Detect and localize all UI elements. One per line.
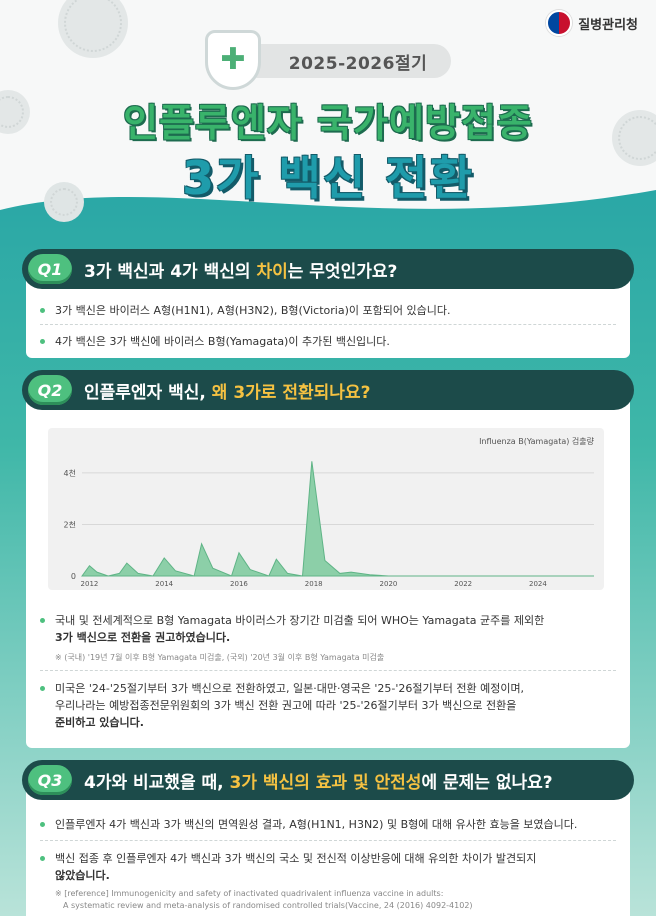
virus-decoration-icon (612, 110, 656, 166)
season-label: ✚ 2025-2026절기 (205, 30, 455, 90)
organization-name: 질병관리청 (578, 17, 638, 33)
main-title-line2: 3가 백신 전환 (182, 151, 474, 205)
bullet-text: 백신 접종 후 인플루엔자 4가 백신과 3가 백신의 국소 및 전신적 이상반… (55, 852, 537, 882)
q2-question-bar: Q2 인플루엔자 백신, 왜 3가로 전환되나요? (22, 370, 634, 410)
q1-bullet-1: 3가 백신은 바이러스 A형(H1N1), A형(H3N2), B형(Victo… (40, 302, 616, 319)
bullet-dot-icon (40, 618, 45, 623)
q2-badge: Q2 (28, 375, 72, 405)
season-text: 2025-2026절기 (288, 53, 428, 74)
government-emblem-icon (546, 10, 573, 36)
medical-shield-icon: ✚ (205, 30, 261, 90)
virus-decoration-icon (44, 182, 84, 222)
q1-question-bar: Q1 3가 백신과 4가 백신의 차이는 무엇인가요? (22, 249, 634, 289)
q3-bullet-1: 인플루엔자 4가 백신과 3가 백신의 면역원성 결과, A형(H1N1, H3… (40, 816, 616, 833)
season-pill: 2025-2026절기 (241, 44, 451, 78)
main-title-line1: 인플루엔자 국가예방접종 (123, 101, 533, 145)
y-tick-label: 4천 (64, 468, 76, 478)
x-tick-label: 2018 (305, 580, 323, 588)
q2-title: 인플루엔자 백신, 왜 3가로 전환되나요? (84, 382, 371, 403)
q1-title: 3가 백신과 4가 백신의 차이는 무엇인가요? (84, 261, 398, 282)
bullet-dot-icon (40, 686, 45, 691)
bullet-text: 미국은 '24-'25절기부터 3가 백신으로 전환하였고, 일본·대만·영국은… (55, 682, 525, 729)
chart-legend: Influenza B(Yamagata) 검출량 (479, 436, 595, 446)
bullet-dot-icon (40, 339, 45, 344)
q2-bullet-1: 국내 및 전세계적으로 B형 Yamagata 바이러스가 장기간 미검출 되어… (40, 612, 616, 646)
divider (40, 840, 616, 841)
yamagata-area-series (81, 461, 594, 577)
q3-reference-line2: A systematic review and meta-analysis of… (63, 901, 473, 910)
q1-bullet-2: 4가 백신은 3가 백신에 바이러스 B형(Yamagata)이 추가된 백신입… (40, 333, 616, 350)
bullet-text: 3가 백신은 바이러스 A형(H1N1), A형(H3N2), B형(Victo… (55, 304, 451, 317)
q3-question-bar: Q3 4가와 비교했을 때, 3가 백신의 효과 및 안전성에 문제는 없나요? (22, 760, 634, 800)
x-tick-label: 2014 (155, 580, 173, 588)
q1-badge: Q1 (28, 254, 72, 284)
x-tick-label: 2024 (529, 580, 547, 588)
y-tick-label: 0 (71, 572, 76, 581)
chart-svg: 0 2천 4천 2012 2014 2016 2018 2020 2022 2024 Influen… (64, 436, 595, 588)
x-tick-label: 2016 (230, 580, 248, 588)
q3-reference-line1: ※ [reference] Immunogenicity and safety … (55, 889, 444, 898)
bullet-dot-icon (40, 822, 45, 827)
q2-detection-note: ※ (국내) '19년 7월 이후 B형 Yamagata 미검출, (국외) … (55, 653, 385, 662)
virus-decoration-icon (58, 0, 128, 58)
q3-badge: Q3 (28, 765, 72, 795)
x-tick-label: 2012 (81, 580, 99, 588)
bullet-text: 국내 및 전세계적으로 B형 Yamagata 바이러스가 장기간 미검출 되어… (55, 614, 545, 644)
divider (40, 670, 616, 671)
x-tick-label: 2022 (454, 580, 472, 588)
bullet-dot-icon (40, 856, 45, 861)
bullet-text: 4가 백신은 3가 백신에 바이러스 B형(Yamagata)이 추가된 백신입… (55, 335, 390, 348)
divider (40, 324, 616, 325)
y-tick-label: 2천 (64, 519, 76, 529)
bullet-text: 인플루엔자 4가 백신과 3가 백신의 면역원성 결과, A형(H1N1, H3… (55, 818, 578, 831)
organization-brand: 질병관리청 (546, 10, 638, 36)
x-tick-label: 2020 (380, 580, 398, 588)
q3-title: 4가와 비교했을 때, 3가 백신의 효과 및 안전성에 문제는 없나요? (84, 772, 553, 793)
q3-bullet-2: 백신 접종 후 인플루엔자 4가 백신과 3가 백신의 국소 및 전신적 이상반… (40, 850, 616, 884)
yamagata-detection-chart: 0 2천 4천 2012 2014 2016 2018 2020 2022 2024 Influen… (48, 428, 604, 590)
q2-bullet-2: 미국은 '24-'25절기부터 3가 백신으로 전환하였고, 일본·대만·영국은… (40, 680, 616, 731)
bullet-dot-icon (40, 308, 45, 313)
